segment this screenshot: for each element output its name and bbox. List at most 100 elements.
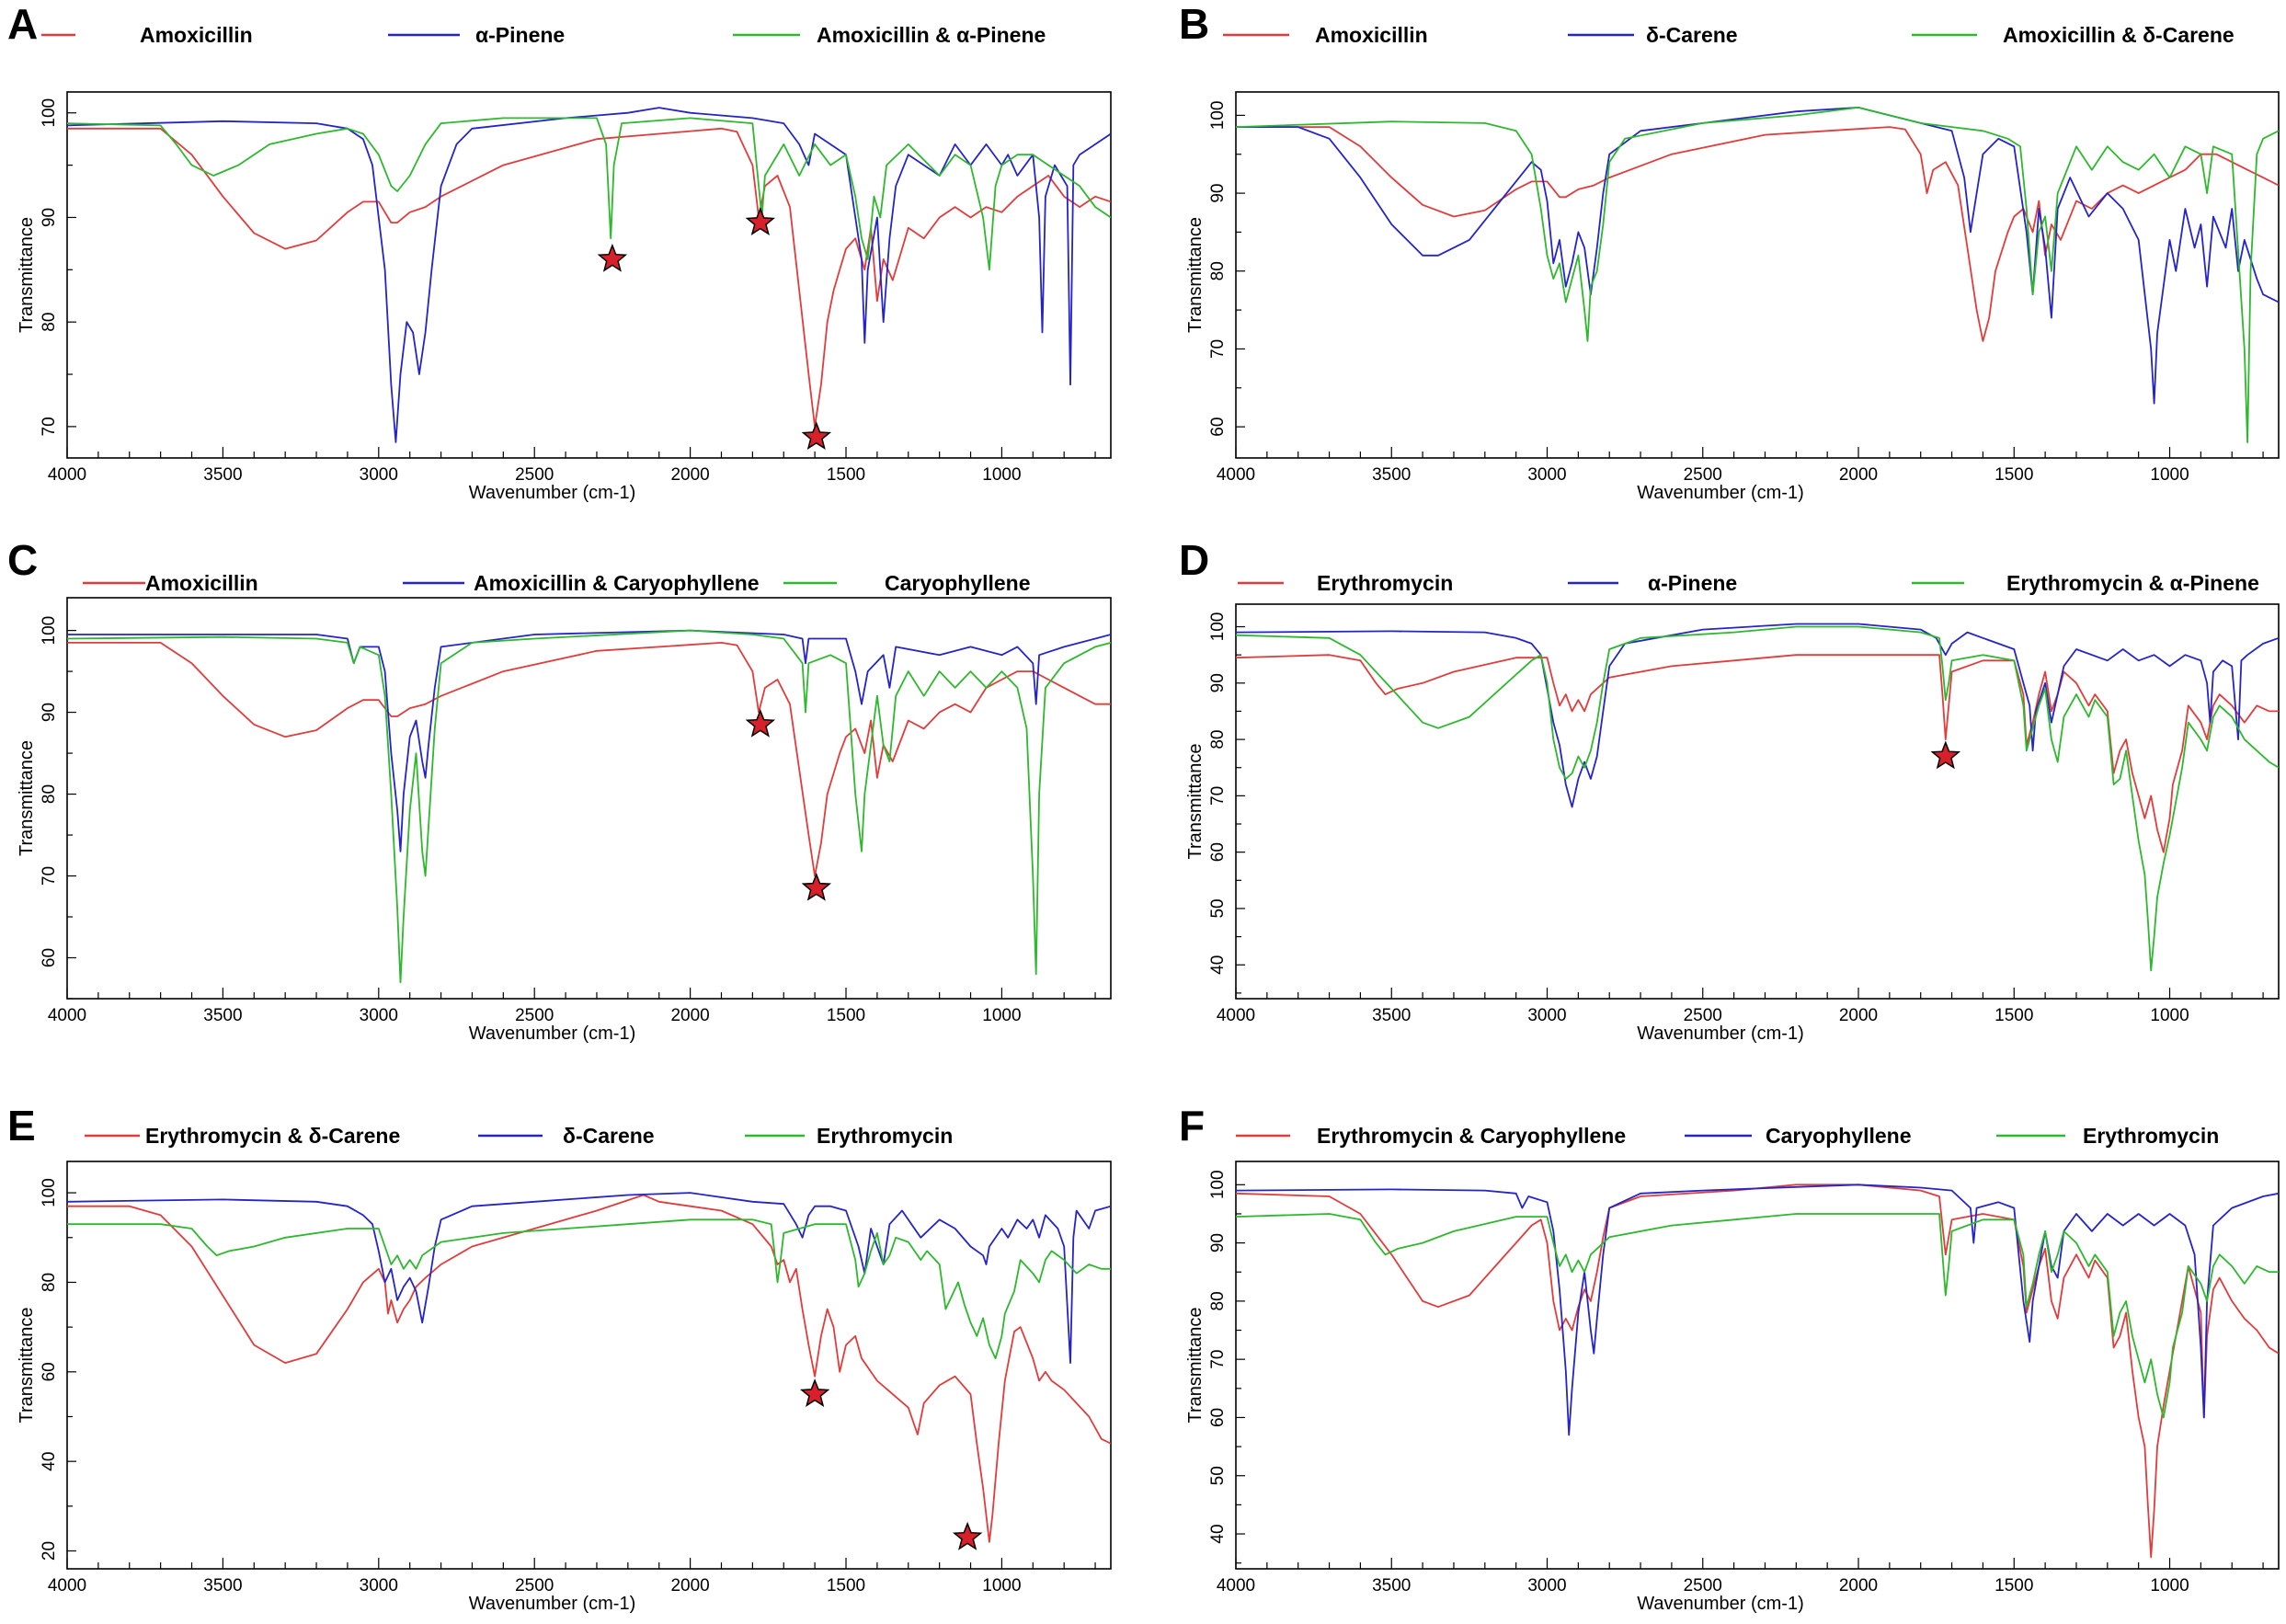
panel-b: B Amoxicillin δ-Carene Amoxicillin & δ-Care… — [1179, 0, 2280, 503]
panel-d-ytick-label: 80 — [1208, 730, 1228, 749]
panel-f-xtick-label: 2000 — [1839, 1576, 1878, 1595]
panel-f-ytick-label: 50 — [1208, 1466, 1228, 1485]
panel-e-xtick-label: 3000 — [360, 1576, 398, 1595]
panel-c-series-group — [67, 629, 1111, 984]
panel-d-xtick-label: 1500 — [1995, 1006, 2033, 1025]
panel-e-ytick-label: 80 — [40, 1273, 59, 1292]
panel-f-xtick-label: 1000 — [2150, 1576, 2189, 1595]
panel-a-xtick-label: 3000 — [360, 465, 398, 485]
panel-a-legend-label-1: Amoxicillin — [140, 23, 253, 47]
panel-a-series-3-line — [67, 117, 1111, 271]
panel-d-xtick-label: 3500 — [1372, 1006, 1411, 1025]
panel-e-xtick-label: 3500 — [203, 1576, 242, 1595]
panel-d-ytick-label: 40 — [1208, 955, 1228, 975]
panel-c-ytick-label: 90 — [40, 703, 59, 722]
panel-f-xtick-label: 3500 — [1372, 1576, 1411, 1595]
panel-f-ytick-label: 60 — [1208, 1408, 1228, 1427]
panel-a-letter: A — [7, 0, 38, 48]
panel-c-ytick-label: 100 — [40, 616, 59, 646]
panel-e-legend-label-1: Erythromycin & δ-Carene — [145, 1124, 400, 1148]
panel-f-y-axis-title: Transmittance — [1185, 1308, 1206, 1424]
panel-b-ytick-label: 80 — [1208, 261, 1228, 280]
panel-d-plot-frame — [1235, 603, 2280, 1000]
panel-d-ytick-label: 50 — [1208, 898, 1228, 918]
panel-f-series-3-line — [1236, 1213, 2279, 1419]
panel-e-series-3-line — [67, 1218, 1111, 1360]
panel-d-series-1-line — [1236, 654, 2279, 853]
panel-f-letter: F — [1179, 1102, 1205, 1149]
panel-f: F Erythromycin & Caryophyllene Caryophylle… — [1179, 1102, 2280, 1614]
panel-c-legend-label-3: Caryophyllene — [885, 571, 1031, 595]
panel-a-xtick-label: 1000 — [982, 465, 1021, 485]
panel-e-x-axis-title: Wavenumber (cm-1) — [469, 1594, 636, 1614]
panel-d-letter: D — [1179, 536, 1209, 584]
panel-c-xtick-label: 1500 — [827, 1006, 865, 1025]
panel-b-series-1-line — [1236, 126, 2279, 342]
panel-c-x-axis-title: Wavenumber (cm-1) — [469, 1024, 636, 1044]
panel-b-ytick-label: 90 — [1208, 184, 1228, 203]
panel-e-ytick-label: 40 — [40, 1452, 59, 1471]
panel-a-plot-frame — [66, 91, 1112, 459]
panel-d-xtick-label: 2000 — [1839, 1006, 1878, 1025]
panel-f-xtick-label: 4000 — [1217, 1576, 1255, 1595]
panel-f-ytick-label: 70 — [1208, 1350, 1228, 1369]
panel-f-ytick-label: 100 — [1208, 1170, 1228, 1199]
panel-b-legend-label-3: Amoxicillin & δ-Carene — [2003, 23, 2235, 47]
panel-d-ytick-label: 100 — [1208, 612, 1228, 642]
panel-e-letter: E — [7, 1102, 36, 1149]
panel-d-y-axis-title: Transmittance — [1185, 744, 1206, 860]
panel-f-ytick-label: 90 — [1208, 1233, 1228, 1252]
panel-e-ytick-label: 100 — [40, 1178, 59, 1207]
panel-e-xtick-label: 1000 — [982, 1576, 1021, 1595]
panel-b-series-group — [1236, 107, 2279, 443]
panel-c-series-3-line — [67, 629, 1111, 984]
panel-b-xtick-label: 2500 — [1684, 465, 1722, 485]
panel-c-legend-label-2: Amoxicillin & Caryophyllene — [474, 571, 760, 595]
panel-a-series-group — [67, 107, 1111, 443]
panel-d-x-axis-title: Wavenumber (cm-1) — [1637, 1024, 1804, 1044]
panel-a-star-marker-1 — [597, 243, 628, 272]
panel-a-series-2-line — [67, 107, 1111, 443]
panel-d-ytick-label: 60 — [1208, 842, 1228, 862]
panel-f-x-axis-title: Wavenumber (cm-1) — [1637, 1594, 1804, 1614]
panel-e-xtick-label: 4000 — [48, 1576, 86, 1595]
panel-d-ytick-label: 90 — [1208, 673, 1228, 692]
panel-b-xtick-label: 2000 — [1839, 465, 1878, 485]
panel-e-xtick-label: 2000 — [670, 1576, 709, 1595]
panel-d-series-2-line — [1236, 623, 2279, 808]
panel-c-series-1-line — [67, 642, 1111, 877]
panel-b-legend-label-2: δ-Carene — [1646, 23, 1738, 47]
panel-d-xtick-label: 4000 — [1217, 1006, 1255, 1025]
panel-f-series-2-line — [1236, 1184, 2279, 1436]
panel-e-ytick-label: 20 — [40, 1541, 59, 1561]
panel-e-series-1-line — [67, 1194, 1111, 1543]
panel-b-legend-label-1: Amoxicillin — [1315, 23, 1428, 47]
panel-b-series-2-line — [1236, 107, 2279, 405]
panel-f-legend-label-1: Erythromycin & Caryophyllene — [1317, 1124, 1626, 1148]
panel-c: C Amoxicillin Amoxicillin & Caryophyllene C… — [7, 536, 1112, 1044]
panel-a-legend-label-3: Amoxicillin & α-Pinene — [817, 23, 1046, 47]
panel-f-ytick-label: 80 — [1208, 1291, 1228, 1310]
panel-d-star-marker-1 — [1930, 740, 1961, 770]
panel-f-series-1-line — [1236, 1184, 2279, 1559]
panel-e-series-group — [67, 1192, 1111, 1543]
panel-b-xtick-label: 1500 — [1995, 465, 2033, 485]
panel-a-legend-label-2: α-Pinene — [475, 23, 565, 47]
panel-c-star-marker-2 — [801, 872, 832, 901]
panel-c-xtick-label: 3000 — [360, 1006, 398, 1025]
panel-a-ytick-label: 90 — [40, 208, 59, 227]
panel-b-ytick-label: 60 — [1208, 417, 1228, 437]
panel-f-series-group — [1236, 1184, 2279, 1559]
panel-e-star-marker-2 — [952, 1521, 983, 1550]
panel-e-xtick-label: 1500 — [827, 1576, 865, 1595]
panel-b-series-3-line — [1236, 107, 2279, 443]
panel-f-xtick-label: 3000 — [1527, 1576, 1566, 1595]
panel-d-xtick-label: 1000 — [2150, 1006, 2189, 1025]
panel-a-xtick-label: 4000 — [48, 465, 86, 485]
panel-c-xtick-label: 1000 — [982, 1006, 1021, 1025]
panel-c-letter: C — [7, 536, 38, 584]
panel-b-xtick-label: 3500 — [1372, 465, 1411, 485]
panel-d-xtick-label: 2500 — [1684, 1006, 1722, 1025]
panel-d: D Erythromycin α-Pinene Erythromycin & α-Pi… — [1179, 536, 2280, 1044]
